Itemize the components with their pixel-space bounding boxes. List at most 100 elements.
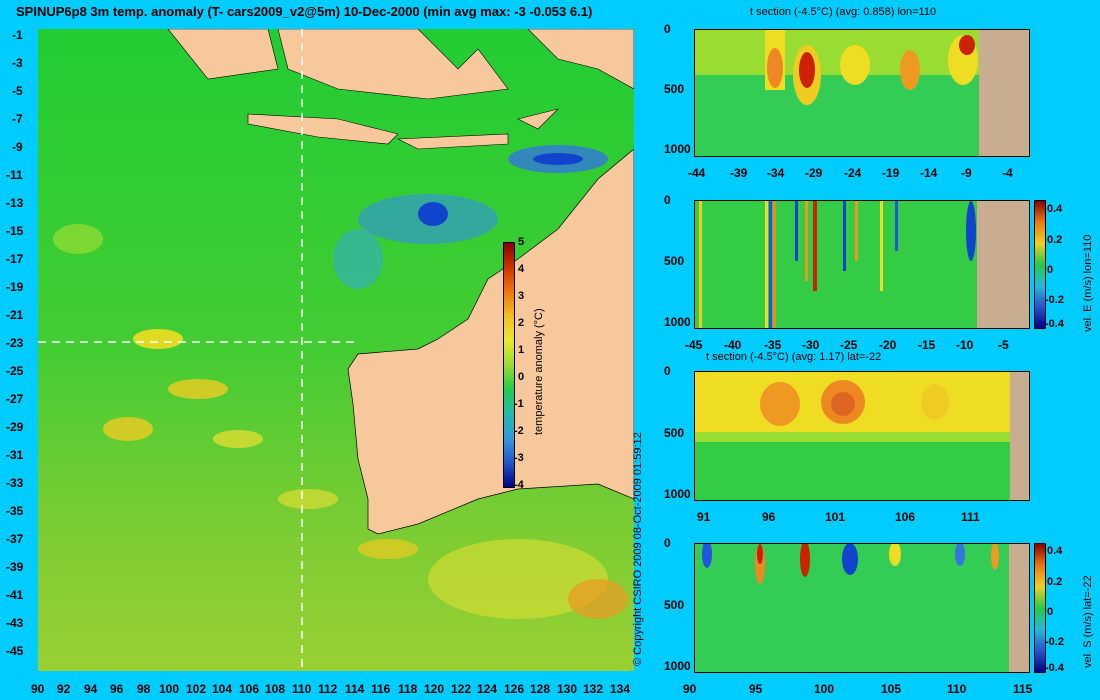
y-tick: 500 <box>664 598 685 612</box>
cb-tick: 0.4 <box>1047 203 1063 215</box>
map-title: SPINUP6p8 3m temp. anomaly (T- cars2009_… <box>16 4 593 19</box>
lat-tick: -11 <box>6 168 23 182</box>
colorbar-tick: 4 <box>518 263 525 275</box>
panel-title: t section (-4.5°C) (avg: 0.858) lon=110 <box>750 6 937 18</box>
lon-tick: 112 <box>318 682 338 696</box>
x-tick: -34 <box>767 166 785 180</box>
x-tick: 100 <box>814 682 835 696</box>
cb-label: vel. S (m/s) lat=-22 <box>1082 575 1094 668</box>
x-tick: -45 <box>685 338 703 352</box>
lat-tick: -35 <box>6 504 24 518</box>
lat-tick: -21 <box>6 308 24 322</box>
cb-tick: 0.2 <box>1047 576 1063 588</box>
lon-tick: 128 <box>530 682 551 696</box>
x-tick: 115 <box>1013 682 1033 696</box>
lon-tick: 114 <box>345 682 365 696</box>
lat-tick: -27 <box>6 392 24 406</box>
colorbar-tick: -3 <box>514 452 524 464</box>
t-section-lat-panel[interactable] <box>694 371 1030 501</box>
lat-tick: -5 <box>12 84 23 98</box>
x-tick: -4 <box>1002 166 1013 180</box>
lat-tick: -45 <box>6 644 24 658</box>
lon-tick: 132 <box>583 682 604 696</box>
x-tick: -40 <box>724 338 742 352</box>
cb-tick: -0.4 <box>1045 318 1064 330</box>
t-section-lon-panel[interactable] <box>694 29 1030 157</box>
lat-tick: -33 <box>6 476 24 490</box>
lon-tick: 102 <box>186 682 207 696</box>
lon-tick: 106 <box>239 682 260 696</box>
colorbar-tick: 2 <box>518 317 525 329</box>
cb-tick: -0.2 <box>1045 294 1064 306</box>
vel-s-colorbar <box>1034 543 1046 673</box>
lat-tick: -15 <box>6 224 24 238</box>
colorbar-tick: 3 <box>518 290 525 302</box>
lon-tick: 130 <box>557 682 578 696</box>
x-tick: 110 <box>947 682 967 696</box>
x-tick: 96 <box>762 510 776 524</box>
x-tick: -44 <box>688 166 706 180</box>
cb-tick: 0 <box>1047 606 1054 618</box>
y-tick: 0 <box>664 536 671 550</box>
lon-tick: 96 <box>110 682 124 696</box>
lon-tick: 120 <box>424 682 445 696</box>
temperature-anomaly-map[interactable] <box>38 29 634 671</box>
x-tick: -29 <box>805 166 823 180</box>
lon-tick: 104 <box>212 682 233 696</box>
lon-tick: 108 <box>265 682 286 696</box>
lat-tick: -31 <box>6 448 24 462</box>
lon-tick: 98 <box>137 682 151 696</box>
lat-tick: -37 <box>6 532 24 546</box>
main-colorbar <box>503 242 515 488</box>
colorbar-label: temperature anomaly (°C) <box>533 308 545 435</box>
lat-tick: -23 <box>6 336 24 350</box>
colorbar-tick: 5 <box>518 236 525 248</box>
lat-tick: -29 <box>6 420 24 434</box>
y-tick: 0 <box>664 364 671 378</box>
lat-tick: -13 <box>6 196 24 210</box>
x-tick: -30 <box>802 338 820 352</box>
x-tick: 105 <box>881 682 902 696</box>
y-tick: 500 <box>664 254 685 268</box>
lon-tick: 94 <box>84 682 98 696</box>
colorbar-tick: -2 <box>514 425 524 437</box>
lon-tick: 100 <box>159 682 180 696</box>
x-tick: -39 <box>730 166 748 180</box>
lon-tick: 118 <box>398 682 418 696</box>
x-tick: -14 <box>920 166 938 180</box>
x-tick: -15 <box>918 338 936 352</box>
lat-tick: -1 <box>12 28 23 42</box>
cb-tick: -0.2 <box>1045 636 1064 648</box>
x-tick: 90 <box>683 682 697 696</box>
lon-tick: 90 <box>31 682 45 696</box>
x-tick: -19 <box>882 166 900 180</box>
x-tick: -20 <box>879 338 897 352</box>
colorbar-tick: 1 <box>518 344 525 356</box>
x-tick: -25 <box>840 338 858 352</box>
y-tick: 500 <box>664 426 685 440</box>
vel-s-lat-panel[interactable] <box>694 543 1030 673</box>
x-tick: 101 <box>825 510 846 524</box>
colorbar-tick: -1 <box>514 398 524 410</box>
x-tick: 106 <box>895 510 916 524</box>
lat-tick: -43 <box>6 616 24 630</box>
copyright-text: © Copyright CSIRO 2009 08-Oct-2009 01:59… <box>632 432 644 666</box>
x-tick: -10 <box>956 338 974 352</box>
cb-tick: 0.4 <box>1047 545 1063 557</box>
lon-tick: 116 <box>371 682 391 696</box>
x-tick: 91 <box>697 510 711 524</box>
y-tick: 1000 <box>664 487 691 501</box>
y-tick: 0 <box>664 22 671 36</box>
x-tick: -9 <box>961 166 972 180</box>
lon-tick: 126 <box>504 682 525 696</box>
y-tick: 0 <box>664 193 671 207</box>
vel-e-lon-panel[interactable] <box>694 200 1030 329</box>
x-tick: 111 <box>961 510 980 524</box>
panel-title: t section (-4.5°C) (avg: 1.17) lat=-22 <box>706 351 882 363</box>
colorbar-tick: -4 <box>514 479 524 491</box>
x-tick: -5 <box>998 338 1009 352</box>
lat-tick: -17 <box>6 252 24 266</box>
x-tick: -24 <box>844 166 862 180</box>
x-tick: 95 <box>749 682 763 696</box>
lon-tick: 122 <box>451 682 472 696</box>
